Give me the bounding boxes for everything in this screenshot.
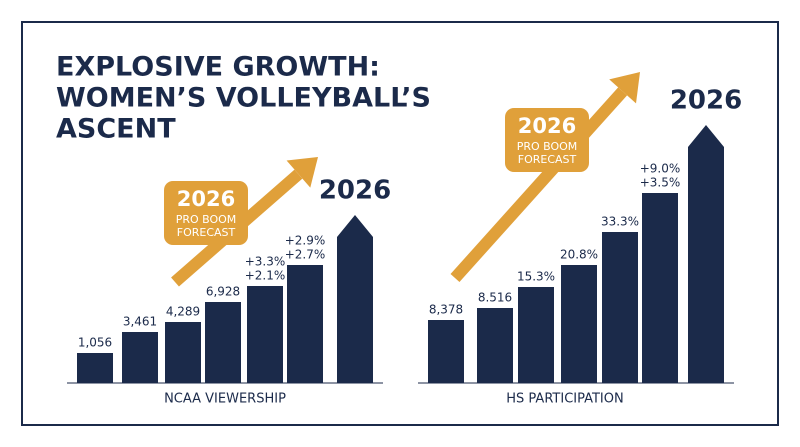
- title-line: WOMEN’S VOLLEYBALL’S: [56, 83, 431, 114]
- peak-label: 2026: [670, 86, 742, 116]
- badge-text: PRO BOOM: [176, 213, 237, 226]
- bar-label: 8,378: [429, 303, 463, 317]
- x-axis-label: NCAA VIEWERSHIP: [164, 392, 286, 407]
- bar: [642, 193, 678, 383]
- title-line: EXPLOSIVE GROWTH:: [56, 52, 380, 83]
- bar: [287, 265, 323, 383]
- bar-label: +3.3%: [245, 255, 286, 269]
- badge-text: PRO BOOM: [517, 140, 578, 153]
- bar-label: +2.7%: [285, 248, 326, 262]
- badge-text: FORECAST: [177, 226, 236, 239]
- bar: [428, 320, 464, 383]
- bar-label: 20.8%: [560, 248, 598, 262]
- trend-arrow-head: [609, 72, 640, 104]
- bar: [477, 308, 513, 383]
- badge-year: 2026: [518, 114, 576, 138]
- bar: [561, 265, 597, 383]
- badge: [164, 181, 248, 245]
- bar-label: +2.1%: [245, 269, 286, 283]
- bar-label: 33.3%: [601, 215, 639, 229]
- bar-label: +9.0%: [640, 162, 681, 176]
- trend-arrow-shaft: [450, 87, 628, 283]
- bar-label: 3,461: [123, 315, 157, 329]
- badge-year: 2026: [177, 187, 235, 211]
- bar-label: +3.5%: [640, 176, 681, 190]
- bar: [77, 353, 113, 383]
- bar-label: 15.3%: [517, 270, 555, 284]
- title-line: ASCENT: [56, 114, 176, 145]
- bar-label: 8.516: [478, 291, 512, 305]
- badge: [505, 108, 589, 172]
- bar: [518, 287, 554, 383]
- trend-arrow-head: [286, 157, 318, 188]
- badge-text: FORECAST: [518, 153, 577, 166]
- peak-label: 2026: [319, 176, 391, 206]
- bar: [247, 286, 283, 383]
- frame: [21, 21, 779, 426]
- bar-label: 1,056: [78, 336, 112, 350]
- bar: [122, 332, 158, 383]
- bar-label: 4,289: [166, 305, 200, 319]
- x-axis-label: HS PARTICIPATION: [506, 392, 623, 407]
- bar: [602, 232, 638, 383]
- bar-label: 6,928: [206, 285, 240, 299]
- peak-bar: [688, 125, 724, 383]
- bar-label: +2.9%: [285, 234, 326, 248]
- peak-bar: [337, 215, 373, 383]
- bar: [205, 302, 241, 383]
- bar: [165, 322, 201, 383]
